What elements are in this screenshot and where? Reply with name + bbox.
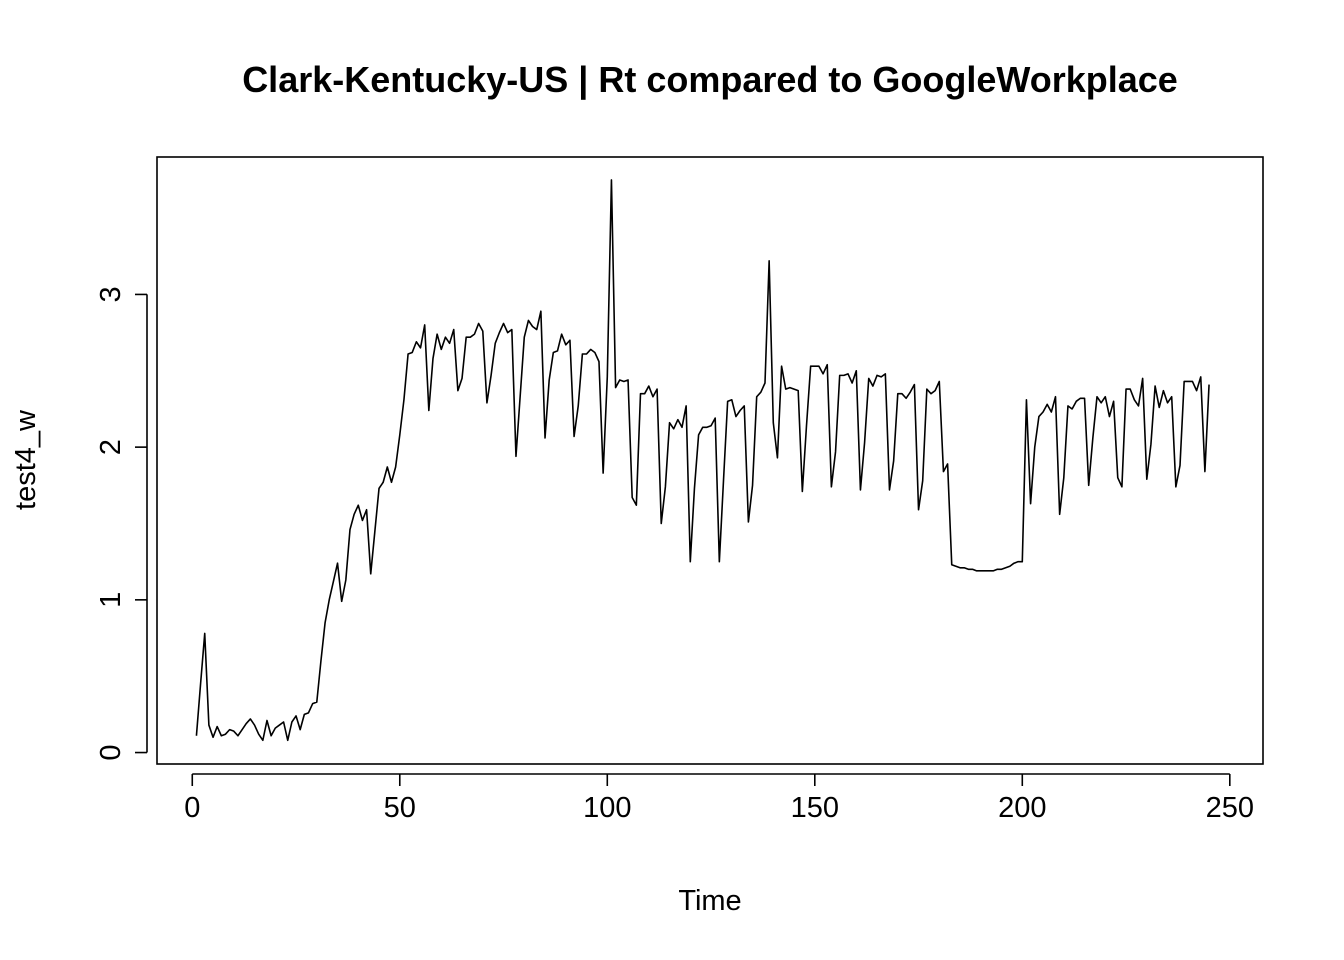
y-axis-label: test4_w: [10, 409, 42, 510]
y-tick-label: 0: [95, 744, 127, 760]
x-tick-label: 50: [384, 792, 416, 824]
y-tick-label: 1: [95, 592, 127, 608]
y-axis: 0 1 2 3: [95, 286, 148, 761]
series-layer: [195, 179, 1210, 742]
y-tick-label: 2: [95, 439, 127, 455]
y-tick-label: 3: [95, 286, 127, 302]
chart-title: Clark-Kentucky-US | Rt compared to Googl…: [242, 59, 1178, 101]
x-tick-label: 250: [1206, 792, 1254, 824]
series-line: [195, 179, 1210, 742]
x-axis-label: Time: [678, 885, 741, 917]
plot-area-border: [156, 156, 1264, 765]
x-tick-label: 150: [791, 792, 839, 824]
x-tick-label: 0: [184, 792, 200, 824]
x-tick-label: 200: [998, 792, 1046, 824]
x-tick-label: 100: [583, 792, 631, 824]
x-axis: 0 50 100 150 200 250: [184, 773, 1254, 824]
